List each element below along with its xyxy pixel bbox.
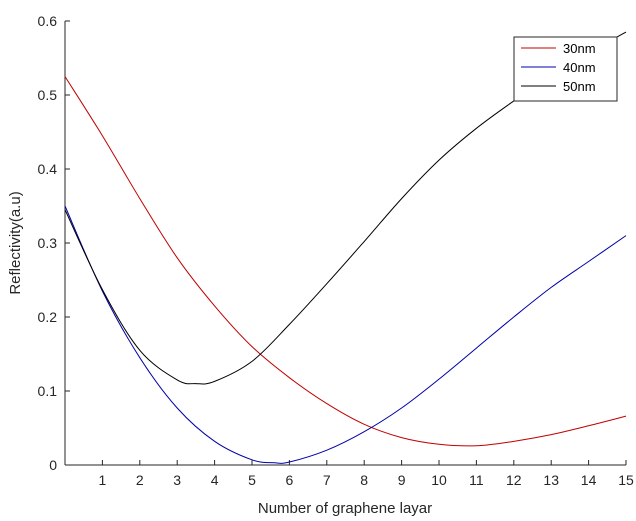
x-ticks: 1 2 3 4 5 6 7 8 9 10 11 12 13 14 15 [99, 460, 634, 488]
x-tick-label: 15 [618, 472, 634, 488]
x-tick-label: 7 [323, 472, 331, 488]
x-tick-label: 6 [286, 472, 294, 488]
x-tick-label: 9 [398, 472, 406, 488]
x-tick-label: 10 [431, 472, 447, 488]
y-tick-label: 0 [49, 457, 57, 473]
x-tick-label: 4 [211, 472, 219, 488]
legend-label: 30nm [563, 41, 596, 56]
x-tick-label: 14 [581, 472, 597, 488]
y-tick-label: 0.2 [38, 309, 58, 325]
y-tick-label: 0.6 [38, 13, 58, 29]
legend-label: 50nm [563, 79, 596, 94]
x-tick-label: 1 [99, 472, 107, 488]
legend-items: 30nm 40nm 50nm [521, 41, 596, 94]
x-tick-label: 13 [543, 472, 559, 488]
y-axis-title: Reflectivity(a.u) [7, 191, 24, 294]
legend-label: 40nm [563, 60, 596, 75]
x-tick-label: 12 [506, 472, 522, 488]
series-line-30nm [64, 76, 627, 447]
y-tick-label: 0.5 [38, 87, 58, 103]
x-tick-label: 2 [136, 472, 144, 488]
x-tick-label: 8 [360, 472, 368, 488]
x-tick-label: 5 [248, 472, 256, 488]
y-tick-label: 0.1 [38, 383, 58, 399]
legend: 30nm 40nm 50nm [513, 36, 618, 102]
y-tick-label: 0.3 [38, 235, 58, 251]
y-ticks: 0 0.1 0.2 0.3 0.4 0.5 0.6 [38, 13, 70, 473]
x-axis-title: Number of graphene layar [258, 500, 432, 517]
y-tick-label: 0.4 [38, 161, 58, 177]
series-line-40nm [64, 205, 627, 464]
x-tick-label: 3 [173, 472, 181, 488]
x-tick-label: 11 [469, 472, 484, 488]
